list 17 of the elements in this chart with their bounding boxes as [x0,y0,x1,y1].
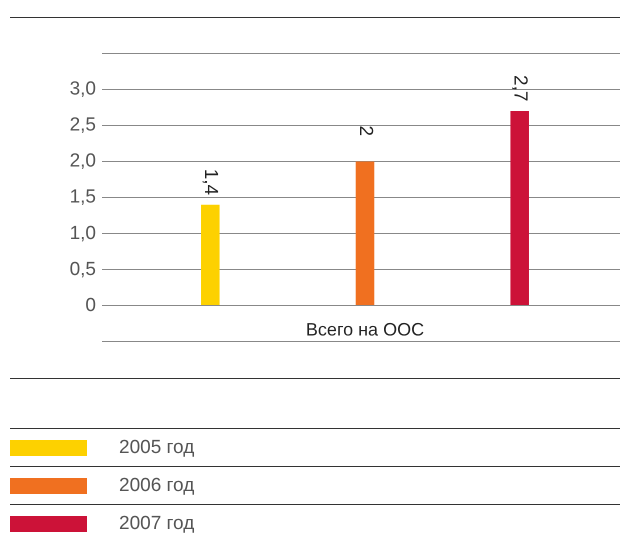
data-label: 2 [354,125,376,136]
data-label: 1,4 [200,168,222,196]
legend-label: 2005 год [119,436,194,458]
legend-label: 2006 год [119,474,194,496]
y-tick-label: 3,0 [70,78,96,100]
y-tick-label: 1,5 [70,186,96,208]
data-label: 2,7 [509,75,530,102]
bar [201,204,220,306]
x-tick-label: Всего на ООС [306,319,424,340]
y-tick-label: 0,5 [70,258,96,280]
bar [510,111,529,306]
y-tick-label: 1,0 [70,222,96,244]
y-tick-label: 2,5 [70,114,96,136]
bar [356,161,374,306]
legend-label: 2007 год [119,512,194,534]
y-tick-label: 2,0 [70,150,96,172]
y-tick-label: 0 [85,294,96,316]
